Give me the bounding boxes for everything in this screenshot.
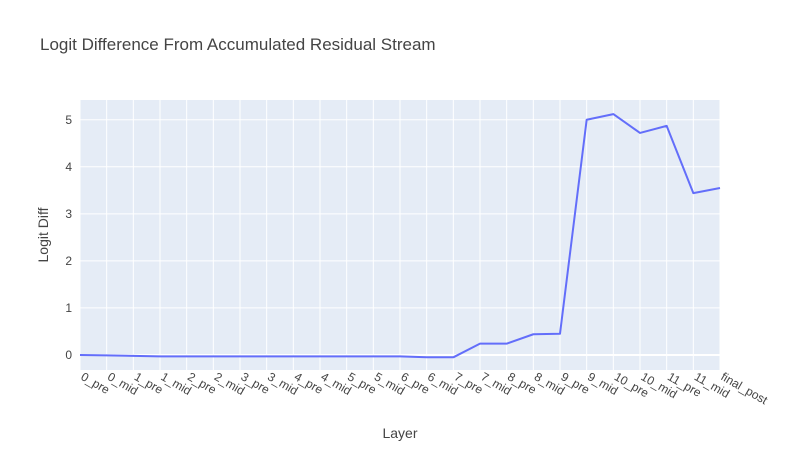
- x-tick-label: 1_pre: [132, 369, 166, 397]
- x-tick-label: 8_pre: [505, 369, 539, 397]
- y-tick-label: 4: [65, 160, 72, 174]
- series-layer: [79, 113, 721, 359]
- x-tick-label: 4_mid: [319, 369, 354, 397]
- x-tick-label: 3_pre: [239, 369, 273, 397]
- x-tick-label: 2_mid: [212, 369, 247, 397]
- x-tick-label: 9_pre: [559, 369, 593, 397]
- y-tick-labels: 0 1 2 3 4 5: [65, 113, 72, 362]
- x-tick-label: 0_pre: [79, 369, 113, 397]
- chart-title: Logit Difference From Accumulated Residu…: [40, 35, 436, 54]
- x-tick-label: 2_pre: [185, 369, 219, 397]
- x-tick-label: 7_pre: [452, 369, 486, 397]
- x-tick-label: 7_mid: [479, 369, 514, 397]
- x-gridlines: [79, 100, 721, 370]
- x-tick-label: 6_mid: [425, 369, 460, 397]
- x-tick-label: 9_mid: [585, 369, 620, 397]
- x-tick-label: 4_pre: [292, 369, 326, 397]
- x-tick-label: 3_mid: [265, 369, 300, 397]
- y-gridlines: [80, 119, 720, 356]
- series-line: [79, 113, 721, 359]
- x-tick-label: 5_pre: [345, 369, 379, 397]
- x-tick-label: 8_mid: [532, 369, 567, 397]
- y-axis-title: Logit Diff: [35, 207, 51, 262]
- x-tick-label: 1_mid: [159, 369, 194, 397]
- y-tick-label: 2: [65, 254, 72, 268]
- y-tick-label: 5: [65, 113, 72, 127]
- y-tick-label: 0: [65, 348, 72, 362]
- x-tick-labels: 0_pre0_mid1_pre1_mid2_pre2_mid3_pre3_mid…: [79, 369, 771, 407]
- x-tick-label: 6_pre: [399, 369, 433, 397]
- x-tick-label: 0_mid: [105, 369, 140, 397]
- x-tick-label: 5_mid: [372, 369, 407, 397]
- y-tick-label: 3: [65, 207, 72, 221]
- y-tick-label: 1: [65, 301, 72, 315]
- x-axis-title: Layer: [382, 425, 417, 441]
